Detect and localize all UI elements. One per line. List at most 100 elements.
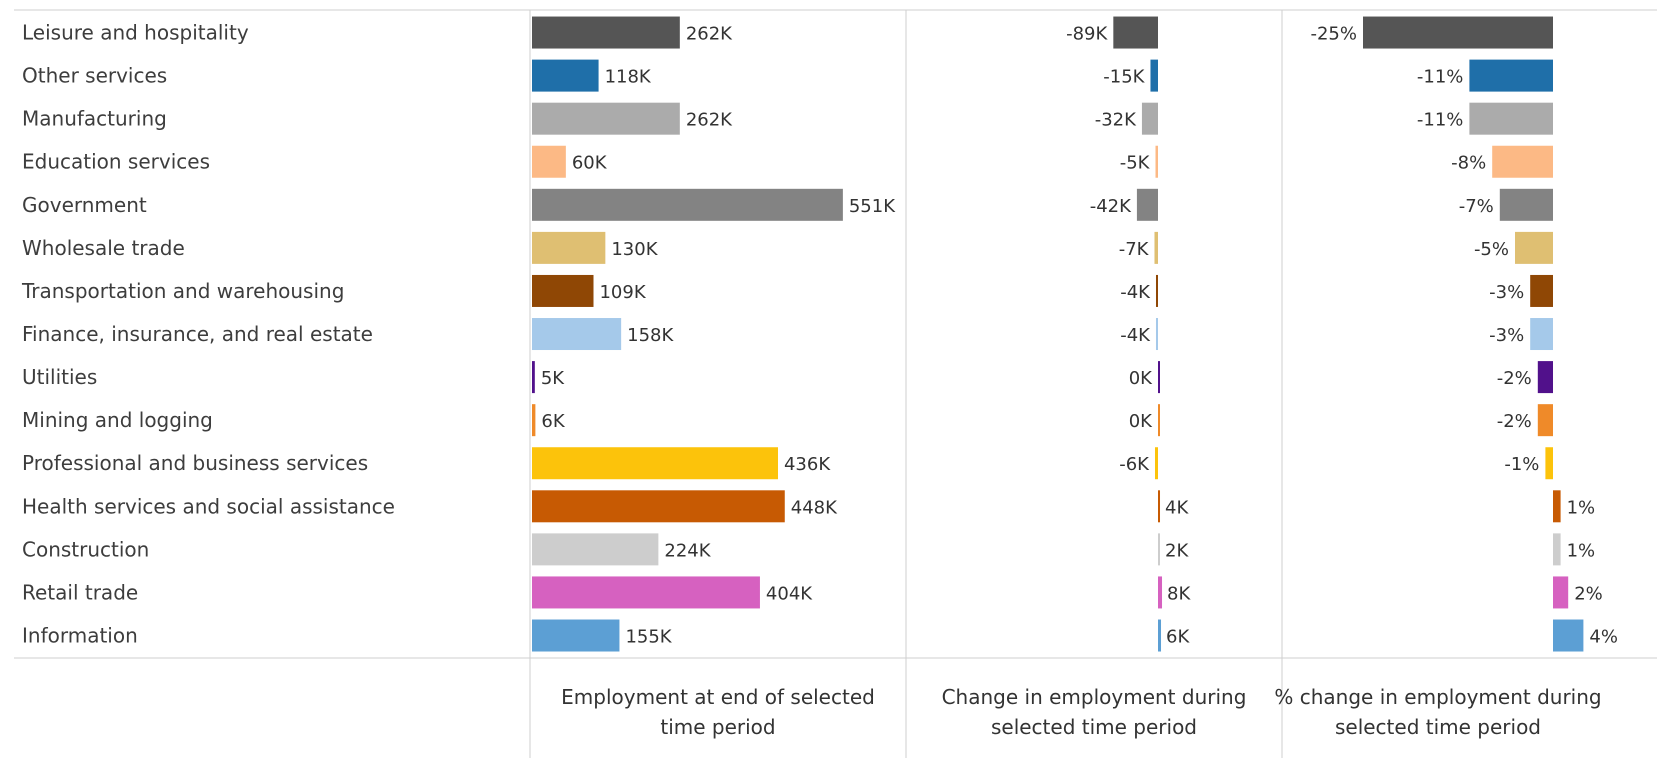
change-value-label: 0K xyxy=(1129,368,1153,389)
change-value-label: 2K xyxy=(1165,540,1189,561)
change-bar-utilities xyxy=(1158,361,1160,394)
change-bar-leisure-and-hospitality xyxy=(1113,16,1158,49)
pct-change-value-label: -3% xyxy=(1489,325,1524,346)
change-value-label: 4K xyxy=(1165,497,1189,518)
change-bar-manufacturing xyxy=(1141,102,1158,135)
category-label-finance-insurance-and-real-estate: Finance, insurance, and real estate xyxy=(22,322,373,346)
employment-bar-wholesale-trade xyxy=(532,231,606,264)
category-label-wholesale-trade: Wholesale trade xyxy=(22,236,185,260)
employment-value-label: 224K xyxy=(664,540,711,561)
pct-change-bar-other-services xyxy=(1469,59,1553,92)
pct-change-value-label: 1% xyxy=(1567,540,1596,561)
category-label-professional-and-business-services: Professional and business services xyxy=(22,451,368,475)
employment-bar-professional-and-business-services xyxy=(532,447,778,480)
category-label-mining-and-logging: Mining and logging xyxy=(22,408,213,432)
employment-bar-education-services xyxy=(532,145,566,178)
employment-bar-health-services-and-social-assistance xyxy=(532,490,785,523)
employment-value-label: 551K xyxy=(849,196,896,217)
employment-bar-leisure-and-hospitality xyxy=(532,16,680,49)
change-bar-transportation-and-warehousing xyxy=(1155,274,1158,307)
employment-value-label: 404K xyxy=(766,583,813,604)
employment-bar-retail-trade xyxy=(532,576,760,609)
change-value-label: 8K xyxy=(1167,583,1191,604)
change-bar-government xyxy=(1136,188,1158,221)
column-title-1-line-2: time period xyxy=(660,715,775,739)
pct-change-value-label: -8% xyxy=(1451,153,1486,174)
pct-change-bar-leisure-and-hospitality xyxy=(1363,16,1553,49)
employment-bar-other-services xyxy=(532,59,599,92)
employment-value-label: 262K xyxy=(686,110,733,131)
employment-value-label: 60K xyxy=(572,153,608,174)
pct-change-bar-construction xyxy=(1553,533,1561,566)
pct-change-value-label: -5% xyxy=(1474,239,1509,260)
change-value-label: 0K xyxy=(1129,411,1153,432)
employment-bar-construction xyxy=(532,533,659,566)
column-title-3-line-1: % change in employment during xyxy=(1274,685,1601,709)
employment-bar-information xyxy=(532,619,620,652)
column-title-1-line-1: Employment at end of selected xyxy=(561,685,875,709)
employment-value-label: 118K xyxy=(605,67,652,88)
change-value-label: -5K xyxy=(1120,153,1151,174)
change-value-label: -15K xyxy=(1103,67,1145,88)
change-bar-health-services-and-social-assistance xyxy=(1158,490,1161,523)
category-label-retail-trade: Retail trade xyxy=(22,580,138,604)
pct-change-bar-finance-insurance-and-real-estate xyxy=(1530,318,1553,351)
pct-change-value-label: 1% xyxy=(1567,497,1596,518)
category-label-utilities: Utilities xyxy=(22,365,97,389)
change-bar-professional-and-business-services xyxy=(1154,447,1158,480)
employment-value-label: 436K xyxy=(784,454,831,475)
pct-change-value-label: 2% xyxy=(1574,583,1603,604)
pct-change-bar-transportation-and-warehousing xyxy=(1530,274,1553,307)
pct-change-bar-professional-and-business-services xyxy=(1545,447,1553,480)
change-bar-finance-insurance-and-real-estate xyxy=(1155,318,1158,351)
employment-value-label: 155K xyxy=(625,627,672,648)
employment-bar-mining-and-logging xyxy=(532,404,536,437)
change-bar-retail-trade xyxy=(1158,576,1163,609)
employment-bar-government xyxy=(532,188,843,221)
change-bar-education-services xyxy=(1155,145,1158,178)
pct-change-bar-mining-and-logging xyxy=(1537,404,1553,437)
category-label-other-services: Other services xyxy=(22,64,167,88)
pct-change-value-label: -7% xyxy=(1459,196,1494,217)
pct-change-bar-information xyxy=(1553,619,1584,652)
employment-value-label: 6K xyxy=(541,411,565,432)
category-label-manufacturing: Manufacturing xyxy=(22,107,167,131)
change-value-label: -4K xyxy=(1120,282,1151,303)
category-label-health-services-and-social-assistance: Health services and social assistance xyxy=(22,494,395,518)
pct-change-bar-health-services-and-social-assistance xyxy=(1553,490,1561,523)
pct-change-value-label: -11% xyxy=(1417,67,1464,88)
category-label-transportation-and-warehousing: Transportation and warehousing xyxy=(21,279,344,303)
pct-change-value-label: -2% xyxy=(1497,411,1532,432)
change-bar-construction xyxy=(1158,533,1160,566)
pct-change-value-label: -2% xyxy=(1497,368,1532,389)
employment-bar-finance-insurance-and-real-estate xyxy=(532,318,622,351)
change-bar-other-services xyxy=(1150,59,1158,92)
pct-change-bar-manufacturing xyxy=(1469,102,1553,135)
pct-change-value-label: -3% xyxy=(1489,282,1524,303)
change-value-label: -89K xyxy=(1066,24,1108,45)
change-value-label: -7K xyxy=(1119,239,1150,260)
category-label-government: Government xyxy=(22,193,147,217)
pct-change-bar-wholesale-trade xyxy=(1515,231,1553,264)
category-label-construction: Construction xyxy=(22,537,149,561)
change-value-label: -6K xyxy=(1119,454,1150,475)
pct-change-value-label: -25% xyxy=(1310,24,1357,45)
employment-bar-transportation-and-warehousing xyxy=(532,274,594,307)
employment-value-label: 448K xyxy=(791,497,838,518)
change-value-label: -4K xyxy=(1120,325,1151,346)
pct-change-bar-utilities xyxy=(1537,361,1553,394)
employment-value-label: 262K xyxy=(686,24,733,45)
change-bar-information xyxy=(1158,619,1162,652)
column-title-2-line-1: Change in employment during xyxy=(942,685,1247,709)
change-value-label: -32K xyxy=(1095,110,1137,131)
change-value-label: -42K xyxy=(1090,196,1132,217)
pct-change-value-label: -1% xyxy=(1504,454,1539,475)
column-title-3-line-2: selected time period xyxy=(1335,715,1541,739)
category-label-leisure-and-hospitality: Leisure and hospitality xyxy=(22,21,249,45)
employment-value-label: 130K xyxy=(611,239,658,260)
pct-change-bar-government xyxy=(1499,188,1553,221)
category-label-education-services: Education services xyxy=(22,150,210,174)
change-bar-mining-and-logging xyxy=(1158,404,1160,437)
pct-change-bar-education-services xyxy=(1492,145,1553,178)
